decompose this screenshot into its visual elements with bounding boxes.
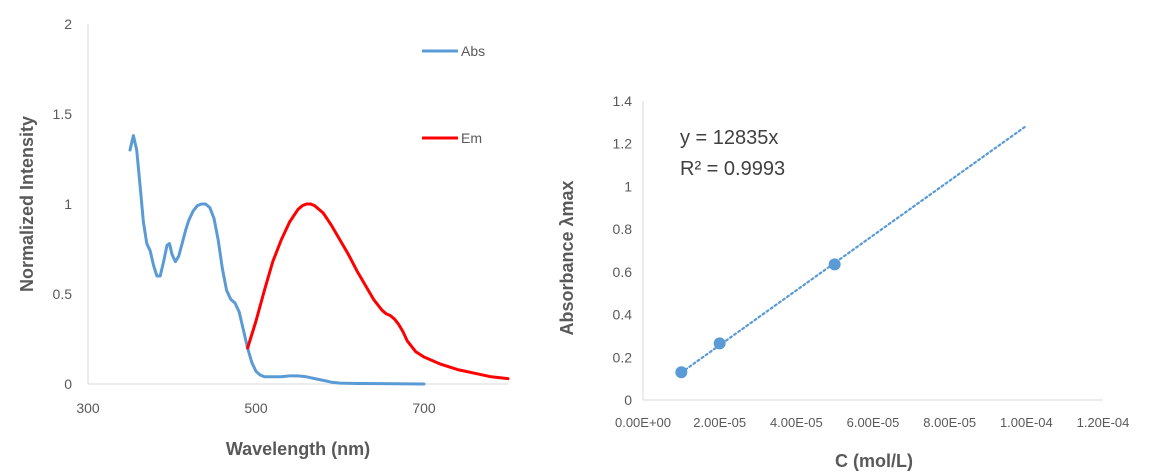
trendline <box>680 124 1028 374</box>
left-x-tick-label: 700 <box>412 400 436 416</box>
right-x-tick-label: 1.20E-04 <box>1077 415 1130 430</box>
legend-abs-label: Abs <box>461 43 485 59</box>
legend-em-label: Em <box>461 130 482 146</box>
trendline-dotted <box>680 124 1028 374</box>
scatter-point <box>675 366 688 379</box>
scatter-point <box>828 258 841 271</box>
left-y-axis-title: Normalized Intensity <box>17 116 37 292</box>
left-x-axis-title: Wavelength (nm) <box>226 439 370 459</box>
data-points <box>675 258 841 379</box>
right-x-axis-title: C (mol/L) <box>835 451 913 471</box>
trend-equation: y = 12835x <box>680 127 778 149</box>
right-y-tick-labels: 0 0.2 0.4 0.6 0.8 1 1.2 1.4 <box>613 93 633 408</box>
series-line-em <box>246 202 510 381</box>
right-x-tick-labels: 0.00E+00 2.00E-05 4.00E-05 6.00E-05 8.00E-05… <box>615 415 1129 430</box>
calibration-chart: 0 0.2 0.4 0.6 0.8 1 1.2 1.4 0.00E+00 2.00E-05 4.0… <box>557 93 1129 471</box>
series-line-abs <box>128 134 426 386</box>
left-y-tick-label: 1.5 <box>53 106 73 122</box>
right-x-tick-label: 8.00E-05 <box>923 415 976 430</box>
right-y-tick-label: 0.4 <box>613 307 633 323</box>
trend-r-squared: R² = 0.9993 <box>680 158 785 180</box>
right-x-tick-label: 4.00E-05 <box>770 415 823 430</box>
right-x-tick-label: 6.00E-05 <box>847 415 900 430</box>
right-y-tick-label: 0.8 <box>613 221 633 237</box>
scatter-point <box>713 337 726 350</box>
left-x-tick-label: 300 <box>76 400 100 416</box>
left-x-tick-label: 500 <box>244 400 268 416</box>
left-x-tick-labels: 300 500 700 <box>76 400 436 416</box>
right-y-tick-label: 1 <box>624 178 632 194</box>
left-y-tick-label: 0.5 <box>53 286 73 302</box>
left-y-tick-label: 1 <box>64 196 72 212</box>
spectra-series <box>128 134 510 386</box>
right-y-tick-label: 1.4 <box>613 93 633 109</box>
spectra-legend: Abs Em <box>422 43 485 146</box>
spectra-chart: 0 0.5 1 1.5 2 300 500 700 Abs Em Wavelength (n… <box>17 16 510 459</box>
left-y-tick-label: 0 <box>64 376 72 392</box>
right-y-tick-label: 0 <box>624 392 632 408</box>
left-y-tick-label: 2 <box>64 16 72 32</box>
right-y-tick-label: 1.2 <box>613 136 633 152</box>
right-y-axis-title: Absorbance λmax <box>557 180 577 335</box>
right-y-tick-label: 0.6 <box>613 264 633 280</box>
right-x-tick-label: 0.00E+00 <box>615 415 671 430</box>
right-x-tick-label: 1.00E-04 <box>1000 415 1053 430</box>
right-x-tick-label: 2.00E-05 <box>693 415 746 430</box>
left-y-tick-labels: 0 0.5 1 1.5 2 <box>53 16 73 392</box>
right-y-tick-label: 0.2 <box>613 349 633 365</box>
